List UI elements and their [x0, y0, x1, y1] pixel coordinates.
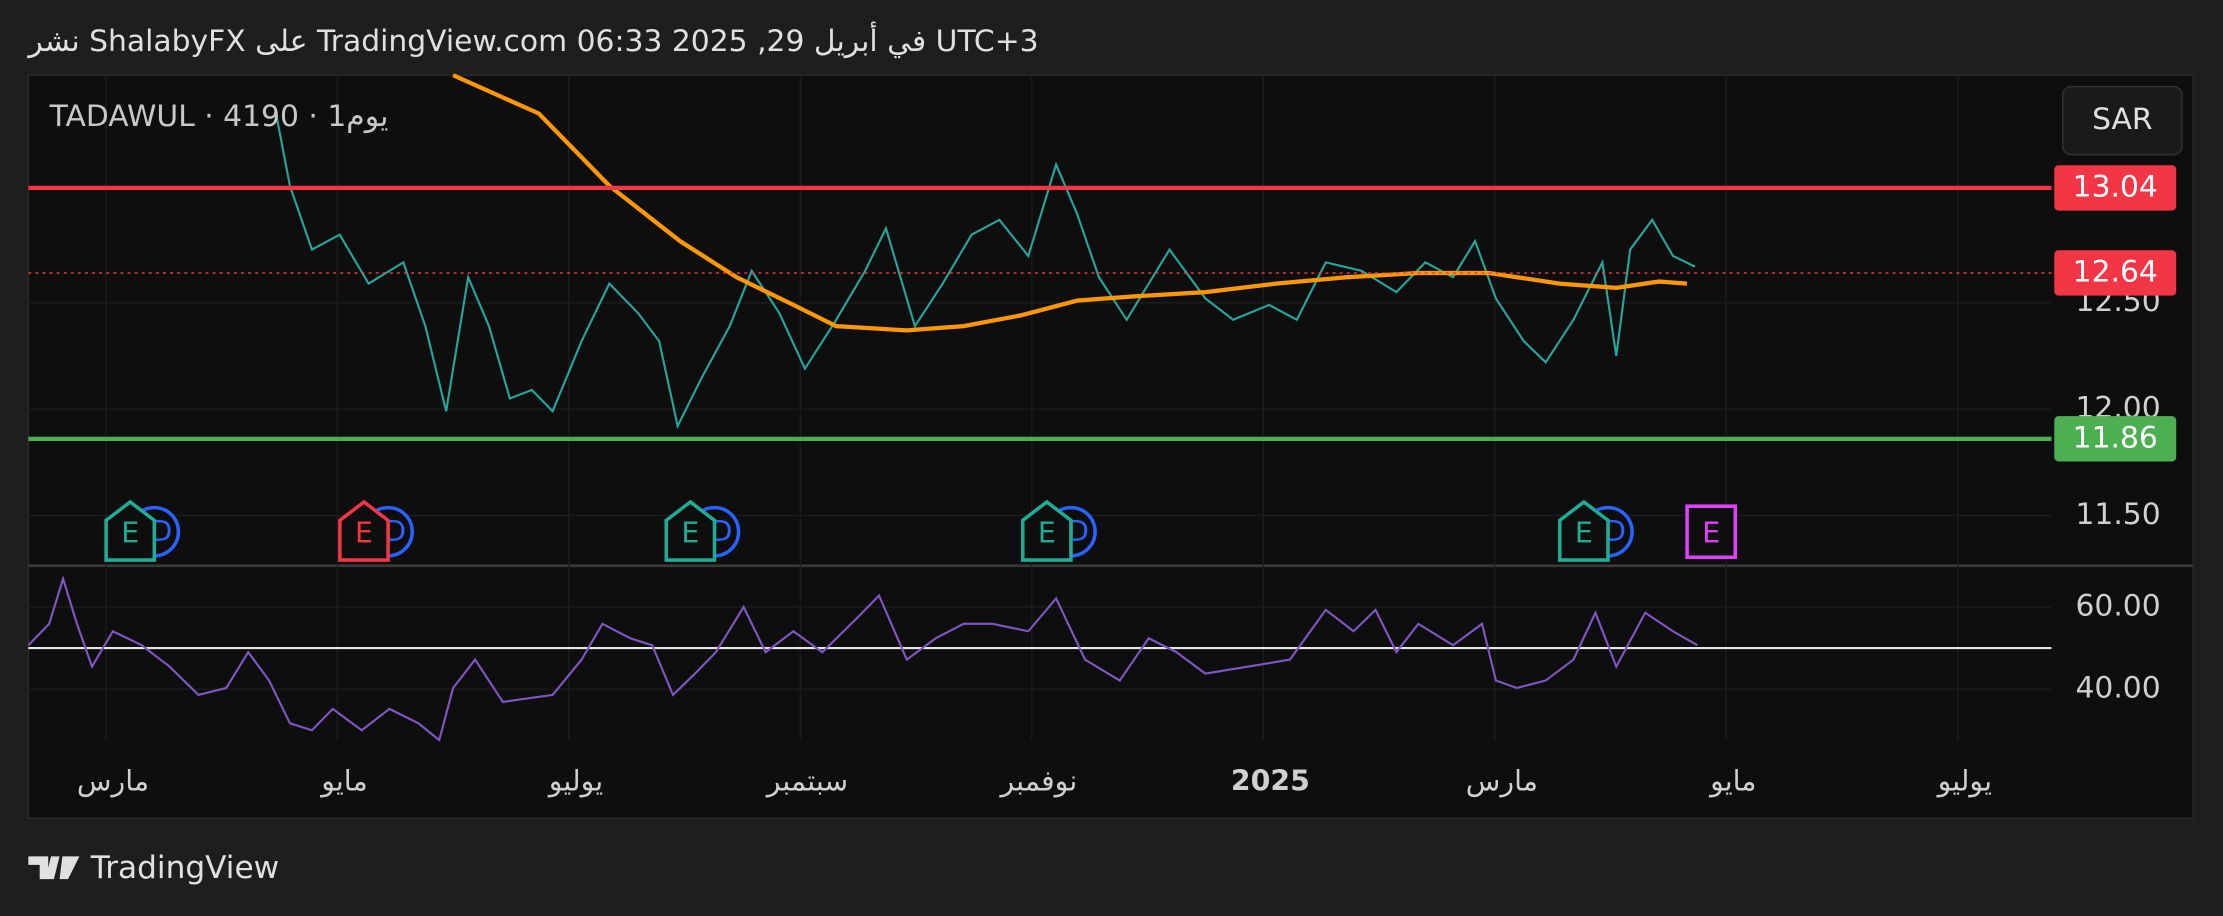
chart-panel — [27, 74, 2194, 819]
currency-label[interactable]: SAR — [2092, 102, 2153, 137]
event-label: E — [1038, 517, 1056, 550]
level-badge — [2054, 416, 2177, 462]
event-label: E — [681, 517, 699, 550]
level-label: 11.86 — [2073, 420, 2158, 455]
event-marker — [1020, 499, 1073, 562]
currency-button[interactable] — [2062, 85, 2183, 156]
event-label: E — [1575, 517, 1593, 550]
x-tick-label: مارس — [77, 765, 149, 798]
event-marker — [664, 499, 717, 562]
footer-brand: TradingView — [90, 850, 279, 886]
x-tick-label: نوفمبر — [999, 765, 1078, 798]
level-badge — [2054, 250, 2177, 296]
symbol-label: TADAWUL · يوم1 · 4190 — [49, 99, 389, 134]
event-marker — [104, 499, 157, 562]
price-line — [452, 73, 1688, 333]
rsi-line — [27, 575, 1698, 742]
event-marker — [1557, 499, 1610, 562]
event-marker — [338, 499, 390, 562]
event-label: E — [1702, 517, 1720, 550]
x-tick-label: مارس — [1466, 765, 1538, 798]
event-label: E — [121, 517, 139, 550]
y-tick-label: 11.50 — [2075, 497, 2160, 532]
plot: مارس مايو يوليو سبتمبر نوفمبر 2025 مارس مايو يول… — [27, 73, 2177, 798]
header: نشر ShalabyFX على TradingView.com في أبر… — [26, 20, 1038, 59]
level-label: 13.04 — [2073, 169, 2158, 204]
tradingview-logo — [28, 856, 80, 880]
level-badge — [2054, 165, 2177, 211]
x-tick-label: مايو — [1708, 765, 1756, 798]
event-marker — [1685, 504, 1738, 560]
x-tick-label: 2025 — [1231, 765, 1310, 798]
rsi-tick-label: 60.00 — [2075, 589, 2160, 624]
event-label: E — [355, 517, 373, 550]
x-tick-label: يوليو — [547, 765, 603, 798]
x-tick-label: مايو — [319, 765, 367, 798]
rsi-tick-label: 40.00 — [2075, 671, 2160, 706]
price-line — [274, 113, 1696, 430]
x-tick-label: يوليو — [1936, 765, 1992, 798]
x-tick-label: سبتمبر — [765, 765, 848, 798]
level-label: 12.64 — [2073, 254, 2158, 289]
